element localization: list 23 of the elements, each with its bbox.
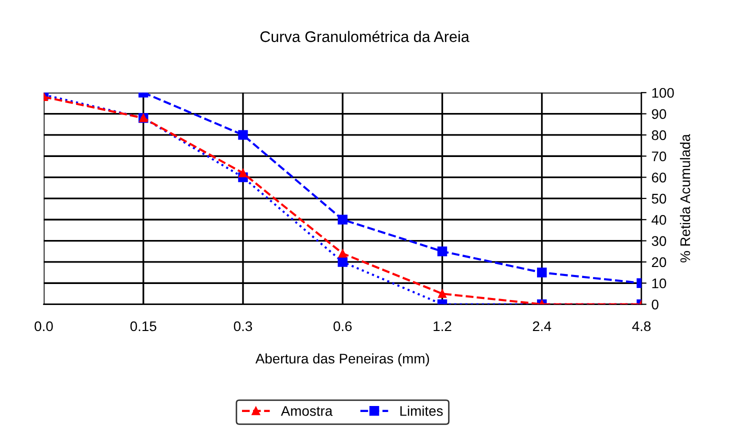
y2-tick-label: 100 <box>652 88 674 98</box>
y2-tick-label: 10 <box>652 278 666 288</box>
legend-label: Limites <box>400 406 443 416</box>
x-tick-label: 2.4 <box>532 321 552 332</box>
y2-tick-label: 60 <box>652 172 666 182</box>
y2-tick-label: 70 <box>652 151 666 162</box>
y2-tick-label: 50 <box>652 194 666 204</box>
y2-tick-label: 40 <box>652 214 666 225</box>
y2-axis-title: % Retida Acumulada <box>680 134 690 262</box>
y2-tick-label: 20 <box>652 257 666 268</box>
x-tick-label: 0.0 <box>34 321 53 332</box>
x-tick-label: 0.6 <box>334 321 352 332</box>
x-tick-label: 0.15 <box>130 321 156 332</box>
x-tick-label: 0.3 <box>234 321 252 332</box>
y2-tick-label: 30 <box>652 236 666 246</box>
x-tick-label: 1.2 <box>434 321 452 332</box>
y2-tick-label: 80 <box>652 130 666 140</box>
y2-tick-label: 0 <box>652 300 658 310</box>
chart-title: Curva Granulométrica da Areia <box>260 30 470 42</box>
x-axis-title: Abertura das Peneiras (mm) <box>255 353 429 366</box>
x-tick-label: 4.8 <box>632 321 651 332</box>
y2-tick-label: 90 <box>652 109 666 119</box>
legend-label: Amostra <box>280 406 333 416</box>
